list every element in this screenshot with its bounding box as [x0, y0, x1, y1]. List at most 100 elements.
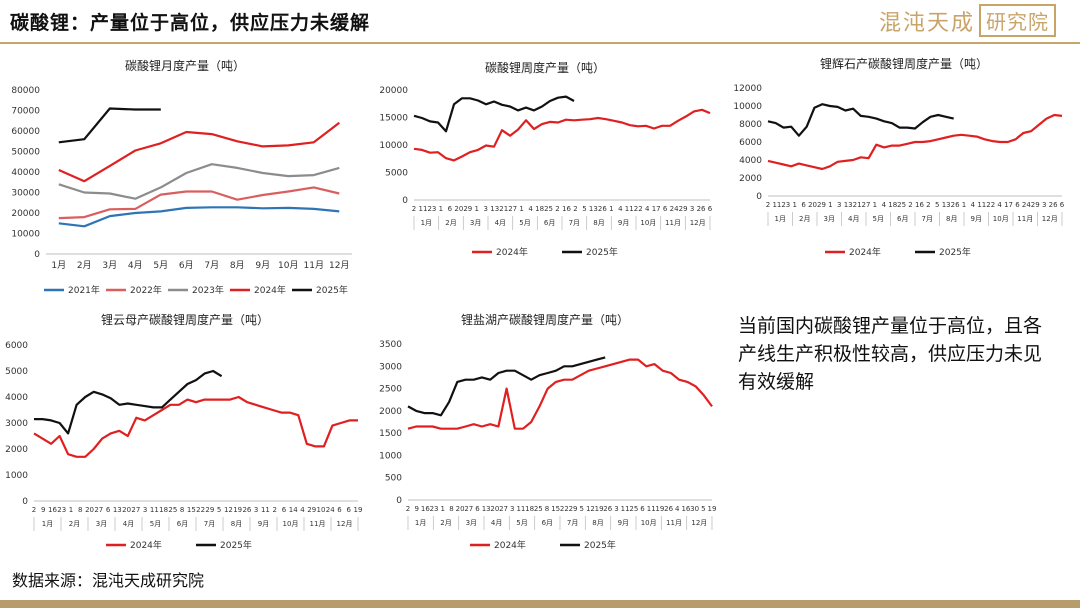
x-tick-label: 26	[951, 201, 960, 209]
x-tick-label: 19	[655, 505, 664, 513]
x-tick-label: 1	[439, 205, 443, 213]
x-tick-label: 3	[143, 506, 147, 514]
x-tick-label: 1	[873, 201, 877, 209]
x-tick-label: 16	[421, 505, 430, 513]
x-tick-label: 26	[242, 506, 251, 514]
x-tick-label: 2	[573, 205, 577, 213]
x-tick-label: 6	[640, 505, 645, 513]
x-tick-label: 6	[1015, 201, 1020, 209]
x-tick-label: 1	[609, 205, 613, 213]
y-tick-label: 20000	[379, 86, 408, 96]
x-tick-label: 3	[837, 201, 841, 209]
x-month-label: 12月	[691, 519, 707, 527]
legend-label: 2024年	[494, 539, 526, 551]
x-month-label: 4月	[495, 219, 506, 227]
x-tick-label: 29	[1031, 201, 1040, 209]
x-tick-label: 20	[454, 205, 463, 213]
x-tick-label: 3	[1042, 201, 1046, 209]
x-month-label: 3月	[466, 519, 477, 527]
x-tick-label: 2	[766, 201, 770, 209]
x-tick-label: 3	[484, 205, 488, 213]
x-month-label: 11月	[310, 520, 326, 528]
x-month-label: 8月	[946, 215, 957, 223]
y-tick-label: 500	[385, 474, 402, 484]
x-month-label: 12月	[690, 219, 706, 227]
x-tick-label: 29	[569, 505, 578, 513]
x-tick-label: 22	[560, 505, 569, 513]
x-month-label: 8月	[593, 219, 604, 227]
x-tick-label: 6	[106, 506, 111, 514]
y-tick-label: 60000	[11, 127, 40, 137]
x-tick-label: 1	[441, 505, 445, 513]
x-month-label: 6月	[542, 519, 553, 527]
x-tick-label: 4	[528, 205, 533, 213]
x-tick-label: 13	[490, 205, 499, 213]
x-tick-label: 23	[427, 205, 436, 213]
x-tick-label: 10	[317, 506, 326, 514]
chart-title: 碳酸锂周度产量（吨）	[485, 60, 605, 75]
x-month-label: 1月	[415, 519, 426, 527]
x-tick-label: 16	[915, 201, 924, 209]
x-tick-label: 2	[272, 506, 276, 514]
x-tick-label: 2	[555, 205, 559, 213]
x-month-label: 2月	[69, 520, 80, 528]
x-month-label: 4月	[123, 520, 134, 528]
y-tick-label: 0	[402, 196, 408, 206]
x-tick-label: 3	[510, 505, 514, 513]
x-tick-label: 29	[463, 205, 472, 213]
x-month-label: 12月	[337, 520, 353, 528]
footer-bar	[0, 600, 1080, 608]
y-tick-label: 20000	[11, 209, 40, 219]
x-tick-label: 18	[888, 201, 897, 209]
x-tick-label: 5	[579, 505, 583, 513]
x-tick-label: 4	[645, 205, 650, 213]
x-month-label: 12月	[1042, 215, 1058, 223]
y-tick-label: 0	[34, 250, 40, 260]
x-tick-label: 21	[853, 201, 862, 209]
legend-label: 2025年	[584, 539, 616, 551]
x-tick-label: 29	[817, 201, 826, 209]
x-tick-label: 18	[535, 205, 544, 213]
y-tick-label: 30000	[11, 189, 40, 199]
x-month-label: 10月	[641, 519, 657, 527]
x-tick-label: 26	[598, 205, 607, 213]
x-tick-label: 11	[625, 205, 634, 213]
x-month-label: 1月	[421, 219, 432, 227]
x-tick-label: 20	[456, 505, 465, 513]
x-tick-label: 1	[792, 201, 796, 209]
legend-label: 2025年	[316, 284, 348, 296]
x-tick-label: 15	[551, 505, 560, 513]
x-tick-label: 11	[772, 201, 781, 209]
x-tick-label: 11	[150, 506, 159, 514]
x-tick-label: 8	[180, 506, 184, 514]
x-tick-label: 6	[475, 505, 480, 513]
x-month-label: 7月	[567, 519, 578, 527]
series-line-2022年	[58, 186, 340, 220]
x-tick-label: 6	[448, 205, 453, 213]
x-tick-label: 9	[41, 506, 45, 514]
series-line-2024年	[33, 395, 358, 458]
x-tick-label: 22	[634, 205, 643, 213]
x-month-label: 10月	[640, 219, 656, 227]
x-tick-label: 6	[801, 201, 806, 209]
x-tick-label: 18	[525, 505, 534, 513]
x-tick-label: 16	[562, 205, 571, 213]
x-tick-label: 8	[545, 505, 549, 513]
header: 碳酸锂：产量位于高位，供应压力未缓解 混沌天成 研究院	[0, 0, 1080, 48]
y-tick-label: 4000	[739, 156, 762, 166]
x-tick-label: 29	[205, 506, 214, 514]
x-tick-label: 9月	[255, 260, 270, 271]
x-tick-label: 20	[122, 506, 131, 514]
series-line-2025年	[413, 95, 575, 133]
y-tick-label: 10000	[11, 230, 40, 240]
logo-box-text: 研究院	[979, 4, 1056, 37]
series-line-2025年	[767, 103, 954, 137]
x-tick-label: 15	[187, 506, 196, 514]
x-month-label: 2月	[440, 519, 451, 527]
y-tick-label: 2000	[379, 407, 402, 417]
x-tick-label: 2	[926, 201, 930, 209]
x-tick-label: 6	[282, 506, 287, 514]
x-tick-label: 6	[1060, 201, 1065, 209]
x-tick-label: 11月	[304, 260, 324, 271]
x-tick-label: 12	[224, 506, 233, 514]
